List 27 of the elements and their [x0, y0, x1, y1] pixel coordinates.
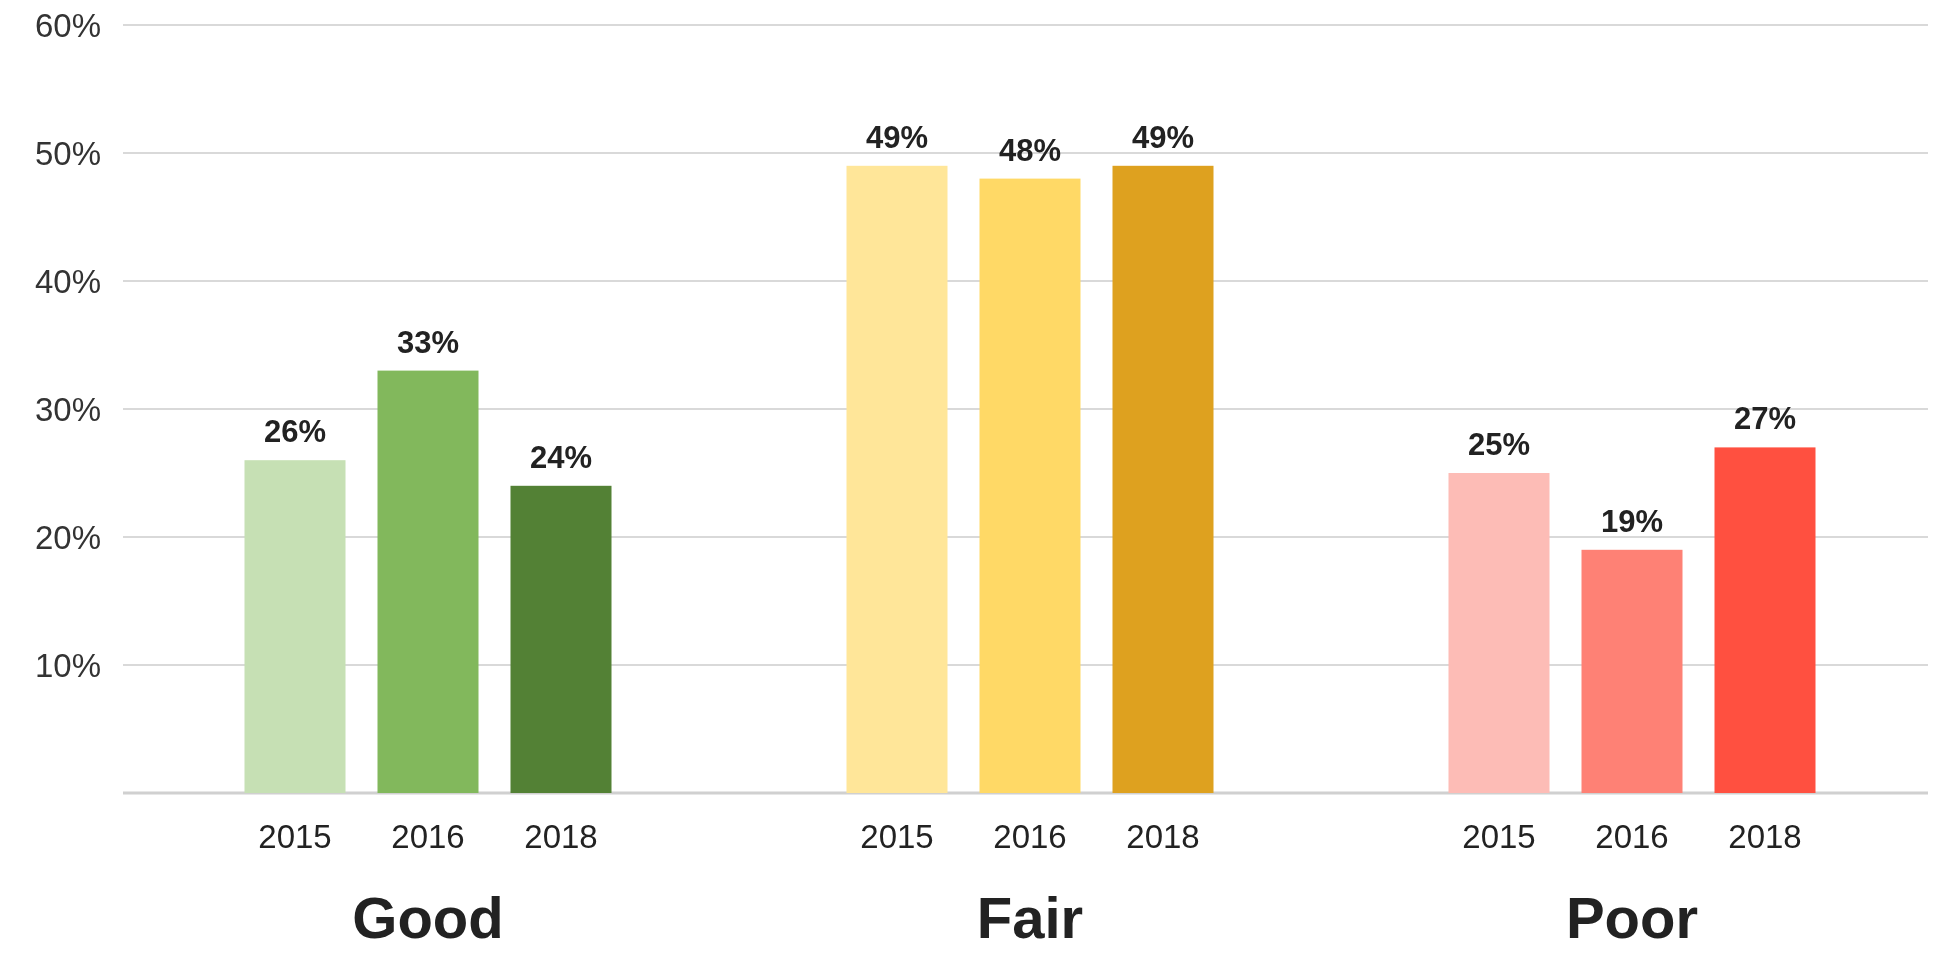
data-label: 19% — [1600, 503, 1664, 539]
y-tick-label: 30% — [34, 390, 101, 428]
x-tick-label: 2015 — [1462, 818, 1536, 855]
y-tick-label: 40% — [34, 262, 101, 300]
data-label: 26% — [263, 414, 327, 450]
data-label: 25% — [1467, 427, 1531, 462]
x-tick-label: 2016 — [993, 818, 1067, 855]
text: Fair — [976, 885, 1084, 950]
x-tick-label: 2015 — [258, 818, 332, 855]
text: Good — [352, 885, 504, 950]
data-label: 33% — [396, 324, 460, 360]
x-tick-label: 2016 — [391, 818, 465, 855]
data-label: 27% — [1733, 401, 1797, 437]
data-label: 49% — [1131, 119, 1195, 155]
y-tick-label: 20% — [34, 518, 101, 556]
x-tick-label: 2018 — [1126, 818, 1200, 855]
data-label: 49% — [865, 119, 929, 155]
x-tick-label: 2018 — [524, 818, 598, 855]
data-label: 48% — [998, 132, 1062, 168]
text: Poor — [1565, 885, 1699, 950]
data-label: 24% — [529, 439, 593, 475]
x-tick-label: 2015 — [860, 818, 934, 855]
y-tick-label: 60% — [34, 6, 101, 44]
y-tick-label: 10% — [34, 646, 101, 684]
x-tick-label: 2018 — [1728, 818, 1802, 855]
y-tick-label: 50% — [34, 134, 101, 172]
x-tick-label: 2016 — [1595, 818, 1669, 855]
